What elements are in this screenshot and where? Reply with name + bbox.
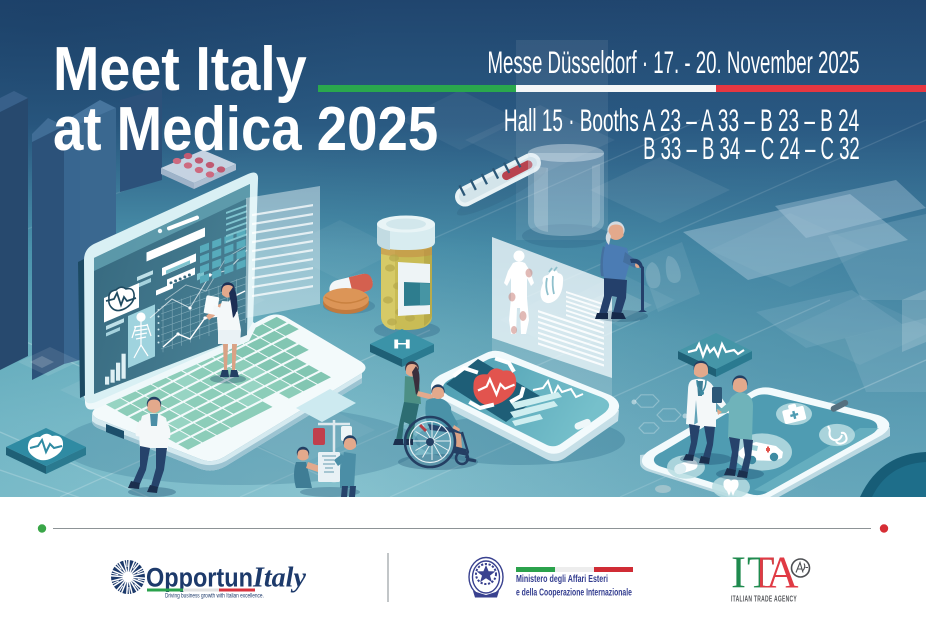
svg-text:A: A — [766, 548, 799, 598]
svg-text:e della Cooperazione Internazi: e della Cooperazione Internazionale — [516, 586, 632, 598]
svg-text:I: I — [731, 548, 746, 598]
svg-text:T: T — [747, 548, 775, 598]
svg-text:H: H — [393, 337, 412, 352]
svg-text:Italy: Italy — [252, 563, 306, 594]
svg-text:Opportun: Opportun — [146, 563, 253, 593]
svg-text:T: T — [747, 548, 775, 598]
svg-text:Ministero degli Affari Esteri: Ministero degli Affari Esteri — [516, 573, 608, 585]
svg-text:Driving business growth with I: Driving business growth with Italian exc… — [165, 593, 264, 600]
svg-text:ITALIAN TRADE AGENCY: ITALIAN TRADE AGENCY — [731, 595, 797, 604]
